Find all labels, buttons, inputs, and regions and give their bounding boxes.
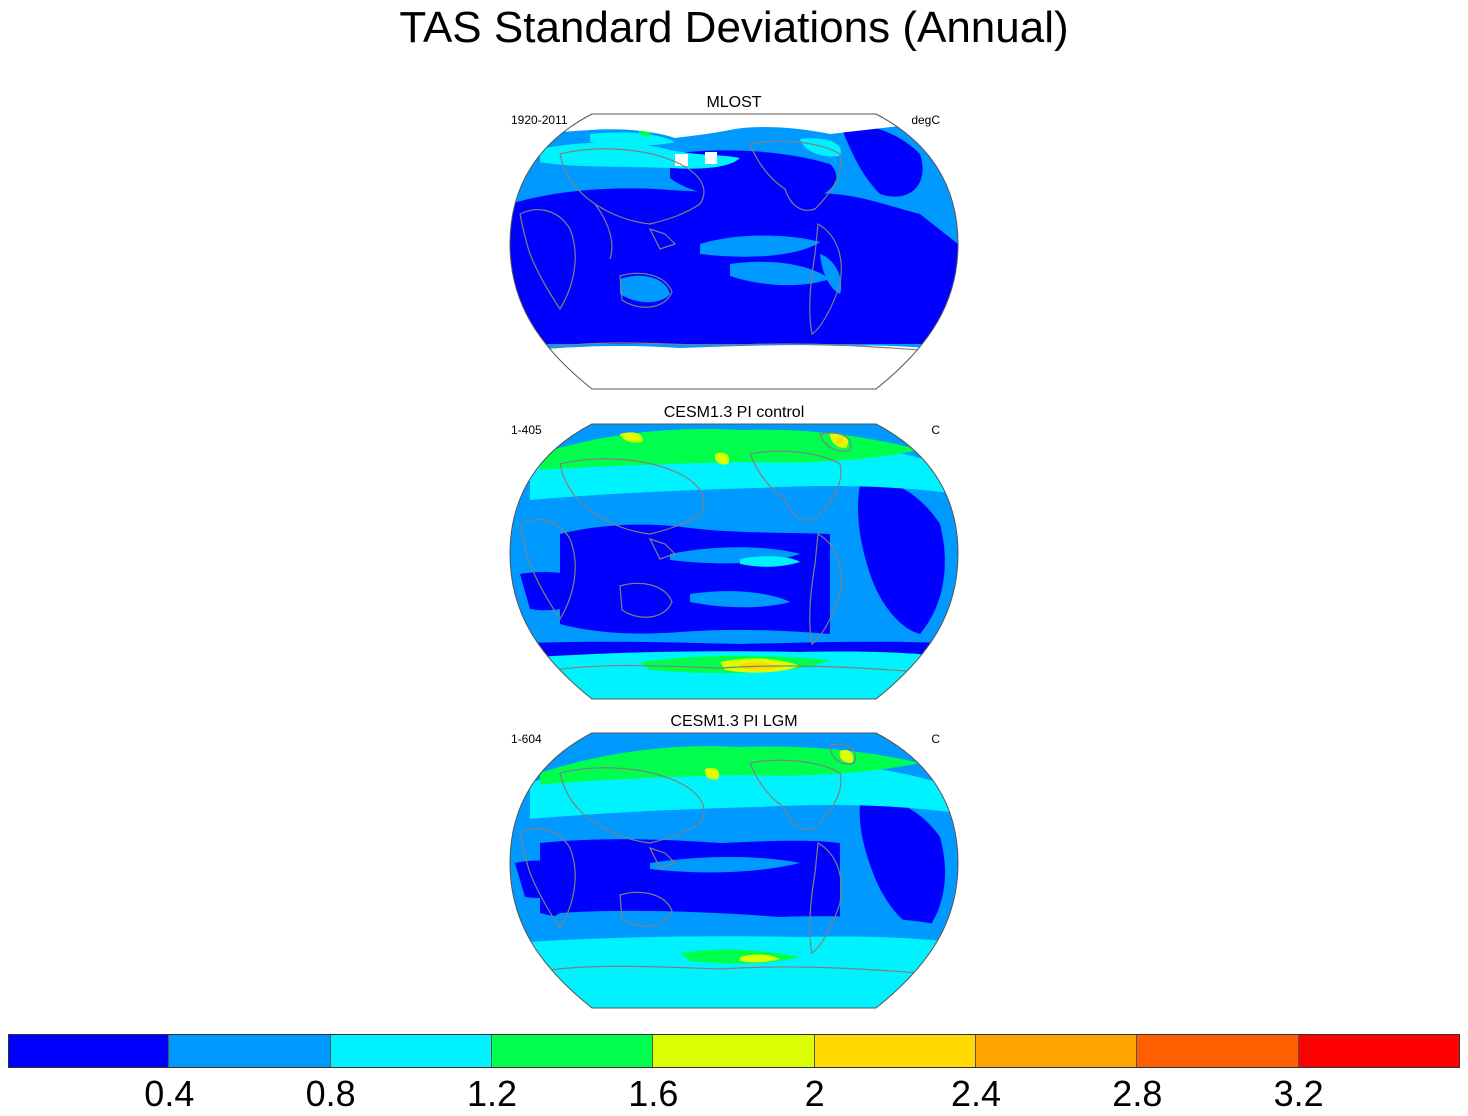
colorbar-tick-label: 0.4 <box>144 1073 195 1114</box>
panel-title: CESM1.3 PI control <box>663 404 805 421</box>
colorbar-swatch <box>1137 1034 1299 1068</box>
map-panel-pi-lgm: CESM1.3 PI LGM 1-604 C <box>500 713 968 1013</box>
contour-cyan-southern <box>510 936 958 1008</box>
panel-period: 1-405 <box>511 423 542 437</box>
contour-cyan-russia <box>590 132 675 146</box>
colorbar-tick-label: 1.2 <box>466 1073 518 1114</box>
missing-arctic-patch2 <box>705 152 717 164</box>
panel-units: C <box>931 423 940 437</box>
panel-units: C <box>931 732 940 746</box>
map-outline <box>509 113 959 390</box>
coastlines <box>519 432 921 673</box>
contour-low-indian <box>520 572 600 611</box>
contour-low-atlantic <box>859 800 945 933</box>
contour-low-atlantic <box>858 481 945 634</box>
colorbar-swatch <box>169 1034 331 1068</box>
contour-yellow-antarctic <box>740 954 780 963</box>
map-canvas <box>509 113 959 390</box>
contour-yellow-canada <box>714 452 730 465</box>
colorbar-tick-label: 3.2 <box>1273 1073 1324 1114</box>
colorbar-tick-label: 1.6 <box>628 1073 679 1114</box>
map-canvas <box>509 732 959 1009</box>
contour-orange-greenland <box>835 437 845 445</box>
contour-mid-australia <box>620 275 670 303</box>
map-outline <box>509 423 959 700</box>
contour-mid-tropics2 <box>690 591 790 608</box>
contour-mid-tropics <box>700 235 820 257</box>
panel-title: MLOST <box>706 94 762 111</box>
map-panel-mlost: MLOST 1920-2011 degC <box>500 94 968 394</box>
coastlines <box>519 743 921 974</box>
colorbar-swatch <box>976 1034 1138 1068</box>
contour-low-pacific <box>560 524 830 634</box>
panel-units: degC <box>911 113 940 127</box>
colorbar-swatch <box>814 1034 976 1068</box>
colorbar-frame <box>8 1034 1460 1068</box>
map-outline <box>509 732 959 1009</box>
missing-antarctica <box>510 345 958 389</box>
contour-low-atlantic <box>840 123 923 197</box>
contour-cyan-canada <box>800 138 841 157</box>
panel-period: 1920-2011 <box>511 113 568 127</box>
colorbar-swatch <box>1298 1034 1460 1068</box>
contour-green-north <box>540 746 920 785</box>
panel-period: 1-604 <box>511 732 542 746</box>
contour-mid-eastpacific <box>730 261 830 286</box>
contour-cyan-tropics <box>740 556 800 567</box>
contour-yellow-siberia <box>620 432 643 443</box>
figure-title: TAS Standard Deviations (Annual) <box>399 3 1069 52</box>
contour-yellow-greenland <box>839 749 854 763</box>
map-panel-pi-control: CESM1.3 PI control 1-405 C <box>500 404 968 704</box>
colorbar-tick-label: 0.8 <box>305 1073 356 1114</box>
colorbar-swatch <box>653 1034 815 1068</box>
colorbar-swatch <box>492 1034 654 1068</box>
contour-low-pacific <box>540 839 840 923</box>
colorbar-tick-label: 2.4 <box>950 1073 1002 1114</box>
map-canvas <box>509 423 959 700</box>
contour-yellow-canada <box>704 767 720 780</box>
panel-title: CESM1.3 PI LGM <box>670 713 798 730</box>
colorbar-tick-label: 2.8 <box>1112 1073 1163 1114</box>
colorbar-swatch <box>8 1034 170 1068</box>
colorbar-swatch <box>330 1034 492 1068</box>
colorbar <box>8 1034 1460 1068</box>
contour-low-indian <box>515 860 590 898</box>
contour-mid-tropics <box>650 857 800 873</box>
coastlines <box>519 140 921 351</box>
colorbar-tick-label: 2 <box>804 1073 825 1114</box>
missing-arctic <box>510 114 958 138</box>
contour-cyan-southern <box>510 651 958 699</box>
contour-mid-southamerica <box>820 254 842 294</box>
